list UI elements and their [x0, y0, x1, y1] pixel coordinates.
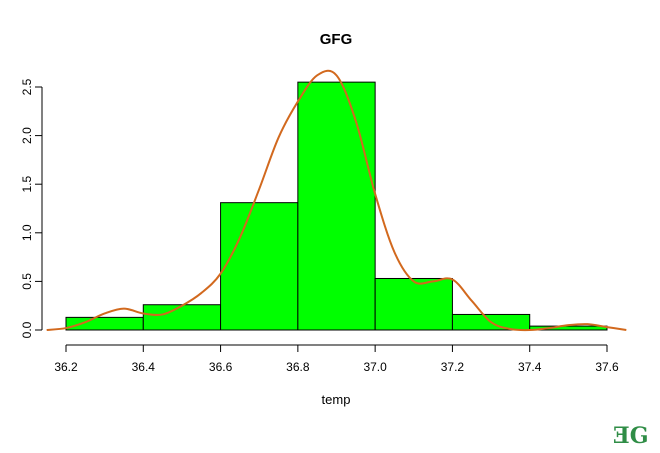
- y-tick-label-2: 1.0: [20, 224, 34, 241]
- x-tick-label-4: 37.0: [363, 360, 387, 374]
- x-tick-label-2: 36.6: [209, 360, 233, 374]
- x-tick-label-7: 37.6: [595, 360, 619, 374]
- x-tick-label-0: 36.2: [54, 360, 78, 374]
- histogram-bar-0: [65, 316, 144, 331]
- histogram-bar-1: [142, 304, 222, 331]
- y-axis: 0.0 0.5 1.0 1.5 2.0 2.5: [20, 78, 43, 338]
- histogram-bar-4: [374, 277, 453, 331]
- x-tick-label-6: 37.4: [518, 360, 542, 374]
- y-tick-label-4: 2.0: [20, 127, 34, 144]
- x-tick-label-1: 36.4: [132, 360, 156, 374]
- histogram-bar-3: [297, 81, 376, 331]
- watermark-logo: ƎG: [613, 423, 649, 449]
- y-tick-label-3: 1.5: [20, 176, 34, 193]
- y-tick-label-1: 0.5: [20, 273, 34, 290]
- y-tick-label-5: 2.5: [20, 78, 34, 95]
- x-axis: 36.2 36.4 36.6 36.8 37.0 37.2 37.4 37.6: [54, 344, 619, 374]
- y-tick-label-0: 0.0: [20, 321, 34, 338]
- x-tick-label-5: 37.2: [441, 360, 465, 374]
- bars-group: [65, 81, 608, 331]
- density-curve: [46, 69, 627, 332]
- x-axis-label: temp: [322, 392, 351, 407]
- chart-title: GFG: [320, 31, 353, 48]
- x-tick-label-3: 36.8: [286, 360, 310, 374]
- histogram-bar-2: [220, 202, 299, 331]
